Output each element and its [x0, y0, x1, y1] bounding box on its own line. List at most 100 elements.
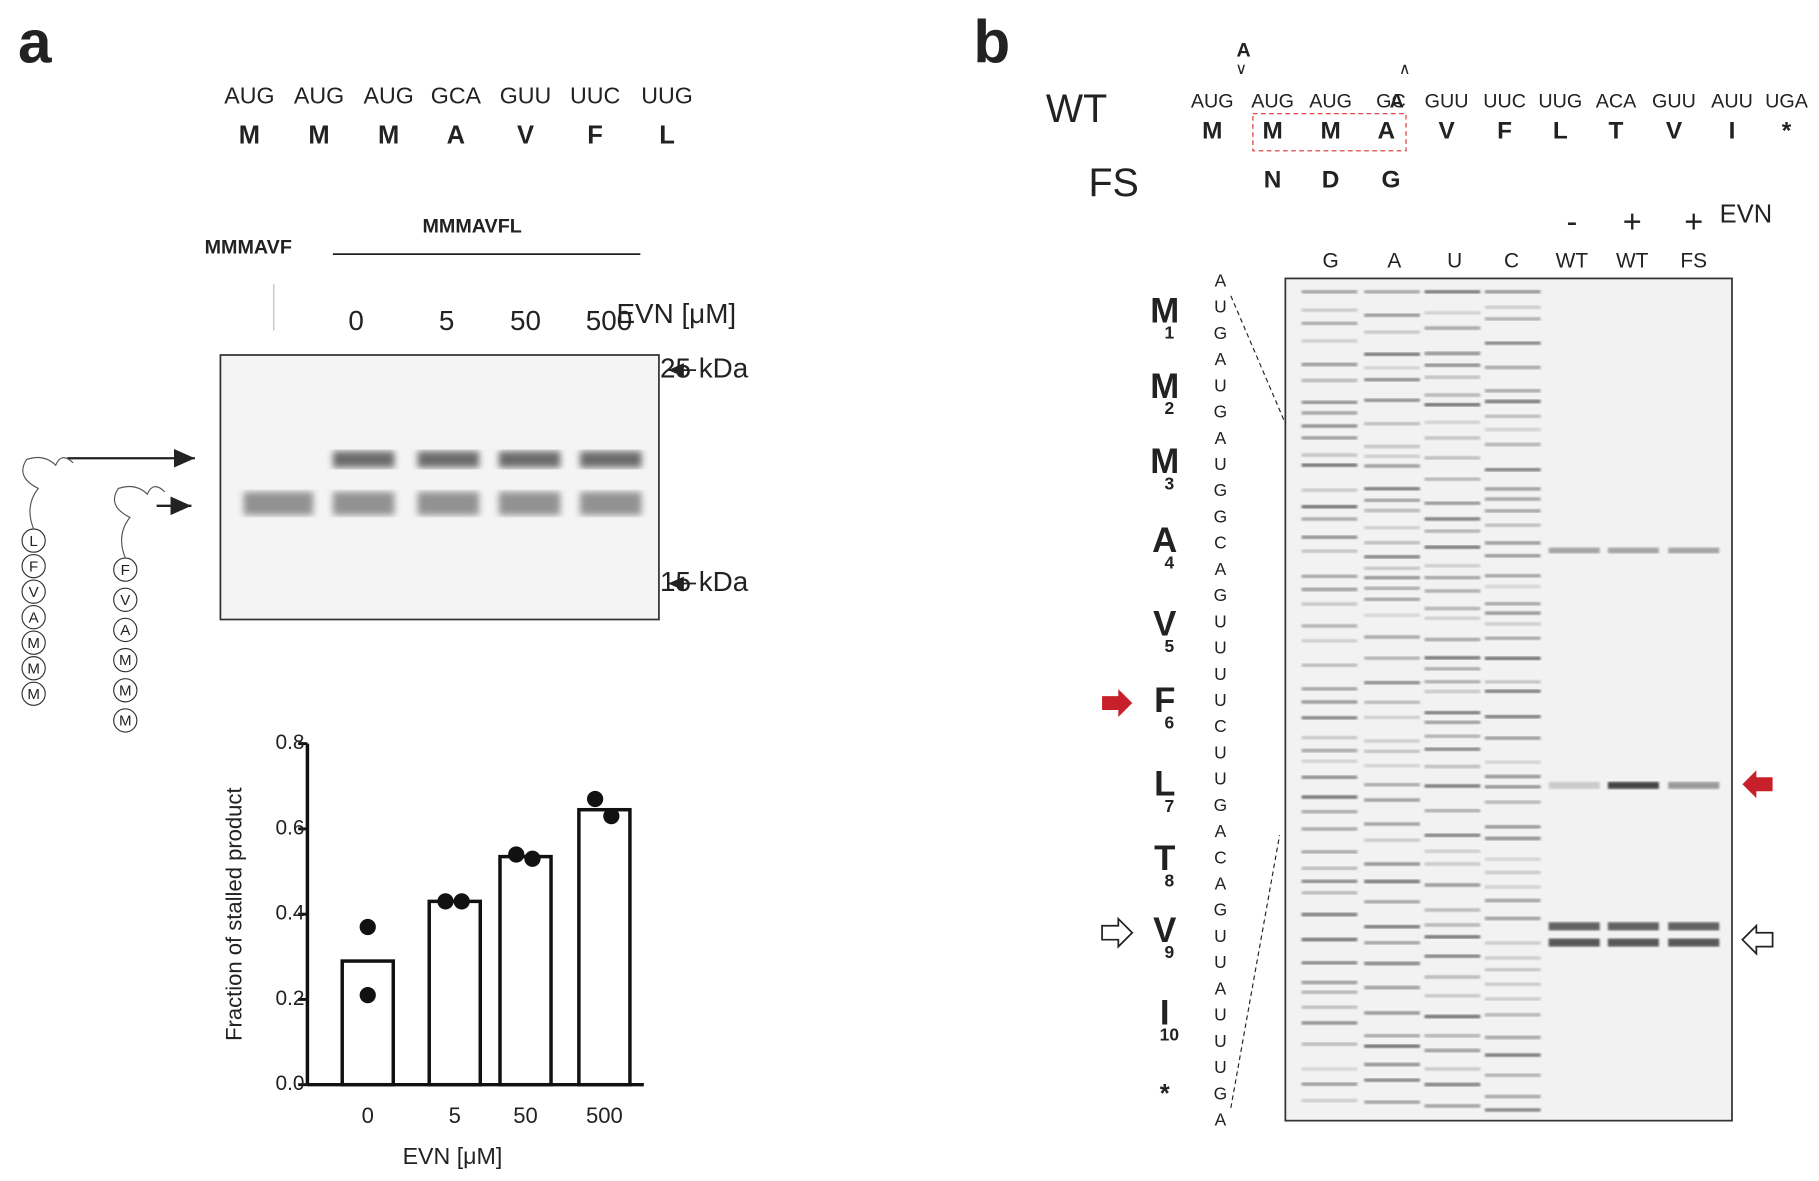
gel-band	[1484, 1035, 1541, 1040]
gel-band	[1484, 857, 1541, 861]
gel-band	[1424, 764, 1481, 769]
gel-band	[1424, 375, 1481, 379]
gel-band	[1301, 549, 1358, 553]
residue-index: 7	[1165, 796, 1175, 816]
frame-box	[1252, 113, 1407, 152]
nucleotide: G	[1214, 506, 1228, 526]
gel-band	[1301, 411, 1358, 415]
gel-band	[1424, 616, 1481, 620]
open-arrow	[1741, 923, 1774, 956]
residue-circle	[113, 587, 138, 612]
gel-band	[1301, 687, 1358, 691]
gel-band	[1484, 736, 1541, 740]
nucleotide: A	[1215, 349, 1227, 369]
gel-band	[1301, 290, 1358, 294]
gel-band	[1301, 587, 1358, 592]
x-tick-label: 50	[513, 1103, 538, 1128]
nucleotide: U	[1214, 638, 1227, 658]
gel-band	[1364, 1011, 1420, 1015]
nucleotide: G	[1214, 900, 1228, 920]
gel-band	[1484, 290, 1541, 294]
nucleotide: U	[1214, 952, 1227, 972]
amino-acid: M	[239, 122, 260, 150]
residue-label: M	[1150, 291, 1179, 330]
gel-band	[1364, 597, 1420, 602]
gel-band	[1484, 1108, 1541, 1112]
gel-band	[1301, 827, 1358, 831]
gel-band	[1484, 414, 1541, 419]
residue-label: *	[1160, 1080, 1170, 1108]
residue-index: 6	[1165, 713, 1175, 733]
nucleotide: U	[1214, 454, 1227, 474]
gel-band	[1548, 781, 1600, 789]
lane-label: 500	[586, 305, 632, 336]
gel-band	[1301, 1082, 1358, 1086]
panel-label: a	[18, 7, 52, 75]
gel-band	[1364, 464, 1420, 468]
codon: GUU	[500, 83, 552, 109]
codon: AUU	[1711, 90, 1753, 112]
gel-band	[1424, 456, 1481, 460]
codon: ACA	[1596, 90, 1637, 112]
gel-band	[1424, 1014, 1481, 1019]
gel-band	[1301, 980, 1358, 985]
gel-band	[1484, 982, 1541, 987]
gel-band	[1484, 1094, 1541, 1099]
gel-band	[1364, 656, 1420, 660]
amino-acid: A	[447, 122, 465, 150]
gel-band	[1364, 352, 1420, 357]
nucleotide: A	[1215, 559, 1227, 579]
gel-band	[1607, 938, 1659, 947]
gel-band	[1484, 680, 1541, 684]
nucleotide: U	[1214, 1031, 1227, 1051]
residue-circle	[113, 557, 138, 582]
nucleotide: G	[1214, 402, 1228, 422]
gel-band	[1301, 879, 1358, 884]
residue: A	[29, 609, 40, 626]
gel-band	[1424, 326, 1481, 330]
gel-band	[1424, 1033, 1481, 1038]
gel-band	[332, 491, 395, 516]
gel-band	[1301, 400, 1358, 405]
amino-acid: V	[517, 122, 534, 150]
lane-label: 50	[510, 305, 541, 336]
gel-band	[1364, 1033, 1420, 1038]
gel-band	[1484, 967, 1541, 972]
gel-band	[1364, 700, 1420, 705]
residue: M	[27, 686, 40, 703]
nucleotide: G	[1214, 323, 1228, 343]
lane-label: 0	[348, 305, 363, 336]
insertion: A	[1236, 39, 1250, 61]
replicate-dot	[524, 850, 541, 867]
gel-band	[1424, 393, 1481, 397]
gel-band	[498, 451, 561, 468]
gel-band	[1301, 700, 1358, 704]
gel-band	[1364, 508, 1420, 513]
gel-band	[1301, 809, 1358, 814]
gel-band	[1484, 800, 1541, 804]
gel-band	[1424, 720, 1481, 725]
zoom-line	[1230, 295, 1286, 424]
gel-band	[1301, 362, 1358, 367]
gel-band	[1364, 879, 1420, 884]
gel-band	[1364, 586, 1420, 591]
residue-circle	[21, 553, 46, 579]
residue-circle	[21, 656, 46, 681]
gel-band	[1364, 1078, 1420, 1082]
gel-band	[1484, 885, 1541, 889]
lane-label: U	[1447, 250, 1462, 273]
amino-acid: *	[1782, 118, 1792, 145]
gel-band	[1364, 498, 1420, 503]
gel-band	[1301, 795, 1358, 799]
gel-band	[1364, 366, 1420, 370]
residue-label: V	[1153, 911, 1176, 950]
gel-band	[1484, 714, 1541, 719]
gel-band	[1301, 624, 1358, 628]
gel-band	[1301, 850, 1358, 854]
nucleotide: U	[1214, 1057, 1227, 1077]
gel-band	[1424, 710, 1481, 715]
bar	[340, 959, 396, 1087]
gel-band	[1424, 290, 1481, 294]
marker-label: 15 kDa	[660, 566, 749, 597]
residue-circle	[21, 579, 46, 604]
